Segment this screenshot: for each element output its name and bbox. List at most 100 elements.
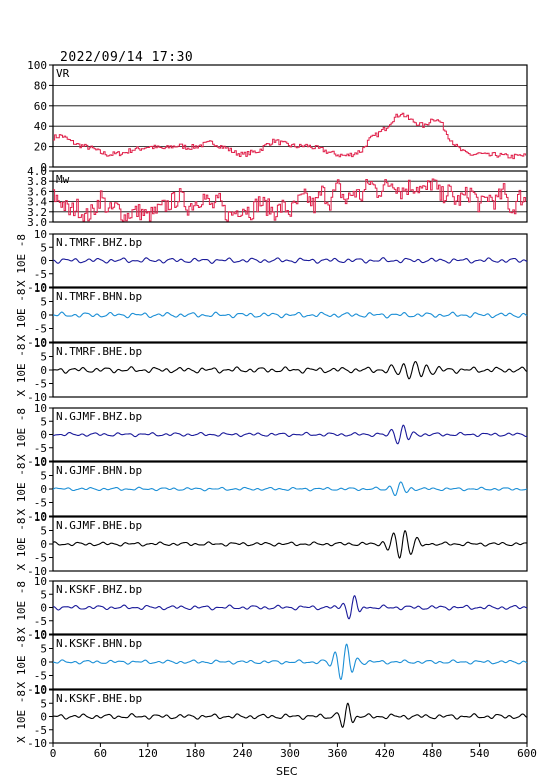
ytick-label-tmrf-bhz: -5 — [34, 268, 47, 281]
xtick-label: 540 — [470, 747, 490, 760]
panel-frame-vr — [52, 64, 528, 168]
series-trace-gjmf-bhe — [52, 530, 528, 559]
ytick-label-mw: 4.0 — [27, 165, 47, 178]
panel-label-tmrf-bhe: N.TMRF.BHE.bp — [56, 345, 142, 358]
ytick-label-gjmf-bhe: 0 — [40, 538, 47, 551]
x-axis-label: SEC — [276, 765, 298, 778]
ytick-label-kskf-bhe: 10 — [34, 684, 47, 697]
ylabel-gjmf-bhe: X 10E -8 — [15, 518, 28, 571]
ytick-label-gjmf-bhe: -5 — [34, 552, 47, 565]
panel-label-kskf-bhe: N.KSKF.BHE.bp — [56, 692, 142, 705]
series-trace-gjmf-bhz — [52, 424, 528, 445]
ytick-label-kskf-bhz: 0 — [40, 602, 47, 615]
xtick-label: 300 — [280, 747, 300, 760]
xtick-label: 360 — [327, 747, 347, 760]
timestamp-title: 2022/09/14 17:30 — [60, 50, 194, 65]
ylabel-tmrf-bhz: X 10E -8 — [15, 234, 28, 287]
ylabel-gjmf-bhz: X 10E -8 — [15, 408, 28, 461]
ytick-label-kskf-bhn: 5 — [40, 643, 47, 656]
panel-label-tmrf-bhn: N.TMRF.BHN.bp — [56, 290, 142, 303]
series-trace-tmrf-bhz — [52, 257, 528, 264]
ytick-label-kskf-bhn: 10 — [34, 629, 47, 642]
panel-label-vr: VR — [56, 67, 70, 80]
xtick-label: 0 — [50, 747, 57, 760]
ylabel-kskf-bhn: X 10E -8 — [15, 636, 28, 689]
xtick-label: 180 — [185, 747, 205, 760]
ytick-label-kskf-bhn: -5 — [34, 670, 47, 683]
ytick-label-vr: 20 — [34, 141, 47, 154]
ytick-label-gjmf-bhz: 10 — [34, 402, 47, 415]
ytick-label-tmrf-bhe: 5 — [40, 351, 47, 364]
ytick-label-tmrf-bhn: -10 — [27, 336, 47, 349]
ytick-label-kskf-bhe: 5 — [40, 697, 47, 710]
ytick-label-kskf-bhe: 0 — [40, 711, 47, 724]
panel-label-mw: Mw — [56, 173, 70, 186]
ytick-label-tmrf-bhz: 0 — [40, 255, 47, 268]
ytick-label-kskf-bhe: -5 — [34, 724, 47, 737]
series-trace-kskf-bhe — [53, 702, 528, 729]
ytick-label-mw: 3.2 — [27, 206, 47, 219]
panel-label-gjmf-bhe: N.GJMF.BHE.bp — [56, 519, 142, 532]
series-trace-kskf-bhz — [53, 595, 528, 620]
ylabel-kskf-bhe: X 10E -8 — [15, 690, 28, 743]
ytick-label-tmrf-bhn: 10 — [34, 282, 47, 295]
xtick-label: 480 — [422, 747, 442, 760]
ytick-label-vr: 80 — [34, 79, 47, 92]
series-trace-gjmf-bhn — [52, 481, 528, 497]
ytick-label-gjmf-bhn: 10 — [34, 456, 47, 469]
series-trace-kskf-bhn — [53, 643, 528, 681]
ytick-label-tmrf-bhe: -10 — [27, 391, 47, 404]
xtick-label: 600 — [517, 747, 537, 760]
ytick-label-kskf-bhe: -10 — [27, 737, 47, 750]
ytick-label-kskf-bhz: 5 — [40, 588, 47, 601]
ylabel-kskf-bhz: X 10E -8 — [15, 581, 28, 634]
ytick-label-kskf-bhz: -5 — [34, 615, 47, 628]
xtick-label: 60 — [94, 747, 107, 760]
ytick-label-tmrf-bhe: -5 — [34, 378, 47, 391]
ytick-label-gjmf-bhn: -5 — [34, 497, 47, 510]
ytick-label-gjmf-bhe: -10 — [27, 565, 47, 578]
series-trace-tmrf-bhn — [53, 311, 528, 319]
panel-label-gjmf-bhz: N.GJMF.BHZ.bp — [56, 410, 142, 423]
ytick-label-gjmf-bhn: -10 — [27, 510, 47, 523]
ytick-label-tmrf-bhn: -5 — [34, 323, 47, 336]
ytick-label-mw: 3.6 — [27, 185, 47, 198]
ytick-label-vr: 100 — [27, 59, 47, 72]
panel-label-tmrf-bhz: N.TMRF.BHZ.bp — [56, 236, 142, 249]
ytick-label-gjmf-bhn: 0 — [40, 483, 47, 496]
ytick-label-vr: 0 — [40, 161, 47, 174]
ytick-label-tmrf-bhz: -10 — [27, 281, 47, 294]
ytick-label-tmrf-bhz: 5 — [40, 241, 47, 254]
panel-frame-mw — [52, 170, 528, 223]
ylabel-tmrf-bhe: X 10E -8 — [15, 344, 28, 397]
ytick-label-gjmf-bhe: 5 — [40, 525, 47, 538]
ytick-label-gjmf-bhz: -5 — [34, 442, 47, 455]
panel-label-kskf-bhn: N.KSKF.BHN.bp — [56, 637, 142, 650]
ytick-label-kskf-bhn: 0 — [40, 656, 47, 669]
ytick-label-gjmf-bhz: 5 — [40, 415, 47, 428]
ytick-label-kskf-bhn: -10 — [27, 683, 47, 696]
ytick-label-gjmf-bhn: 5 — [40, 470, 47, 483]
ytick-label-gjmf-bhe: 10 — [34, 511, 47, 524]
series-line-mw — [53, 178, 526, 222]
series-line-vr — [53, 112, 526, 160]
panel-label-kskf-bhz: N.KSKF.BHZ.bp — [56, 583, 142, 596]
xtick-label: 120 — [138, 747, 158, 760]
ytick-label-tmrf-bhz: 10 — [34, 228, 47, 241]
ytick-label-kskf-bhz: 10 — [34, 575, 47, 588]
ytick-label-gjmf-bhz: -10 — [27, 455, 47, 468]
ytick-label-vr: 40 — [34, 120, 47, 133]
ytick-label-tmrf-bhn: 0 — [40, 309, 47, 322]
xtick-label: 240 — [233, 747, 253, 760]
ytick-label-tmrf-bhe: 0 — [40, 364, 47, 377]
ytick-label-mw: 3.0 — [27, 216, 47, 229]
ytick-label-vr: 60 — [34, 100, 47, 113]
panel-label-gjmf-bhn: N.GJMF.BHN.bp — [56, 464, 142, 477]
xtick-label: 420 — [375, 747, 395, 760]
ytick-label-tmrf-bhn: 5 — [40, 296, 47, 309]
ylabel-tmrf-bhn: X 10E -8 — [15, 289, 28, 342]
ytick-label-kskf-bhz: -10 — [27, 628, 47, 641]
ylabel-gjmf-bhn: X 10E -8 — [15, 463, 28, 516]
ytick-label-tmrf-bhe: 10 — [34, 337, 47, 350]
